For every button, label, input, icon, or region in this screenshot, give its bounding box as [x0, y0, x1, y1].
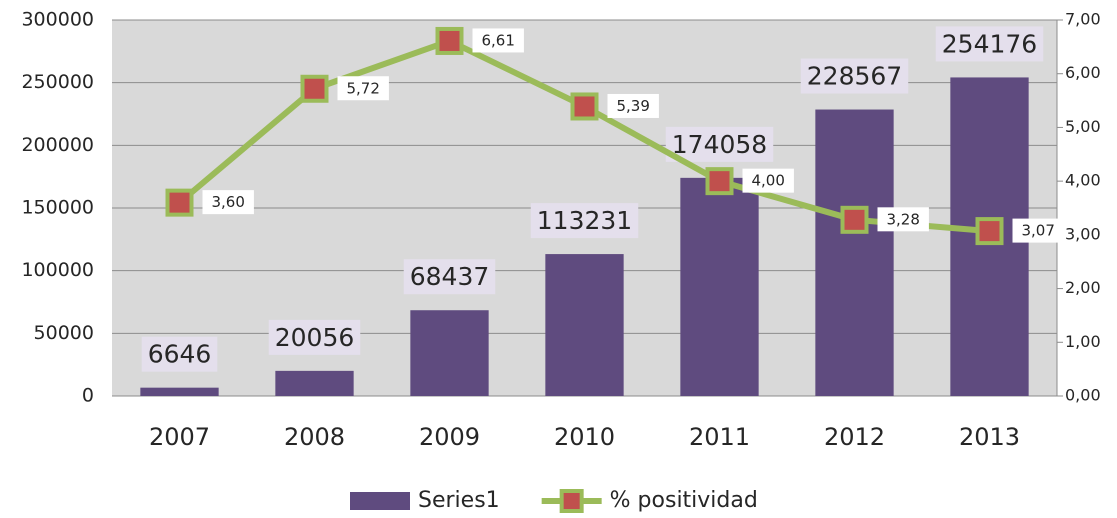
bar-value-label: 20056	[275, 323, 355, 352]
y-tick-label: 100000	[21, 259, 94, 281]
legend-label: % positividad	[610, 488, 758, 513]
bar	[140, 387, 219, 396]
bar	[545, 254, 624, 396]
y-tick-label: 50000	[34, 322, 94, 344]
x-tick-label: 2009	[419, 423, 480, 451]
line-marker	[165, 188, 194, 217]
x-tick-label: 2012	[824, 423, 885, 451]
x-tick-label: 2008	[284, 423, 345, 451]
line-marker	[705, 167, 734, 196]
line-value-label: 5,39	[617, 97, 650, 115]
bar-label-bg	[530, 203, 639, 239]
line-marker	[570, 92, 599, 121]
line-marker	[300, 74, 329, 103]
bar-value-label: 174058	[672, 130, 767, 159]
bar-label-bg	[800, 58, 909, 94]
x-tick-label: 2013	[959, 423, 1020, 451]
bar	[275, 370, 354, 396]
line-value-label: 6,61	[482, 31, 515, 49]
y2-tick-label: 3,00	[1065, 224, 1101, 243]
line-label-bg	[742, 168, 794, 193]
y-tick-label: 0	[82, 385, 94, 407]
y-tick-label: 200000	[21, 134, 94, 156]
bar-label-bg	[935, 26, 1044, 62]
line-label-bg	[337, 76, 389, 101]
y2-tick-label: 1,00	[1065, 332, 1101, 351]
y2-tick-label: 4,00	[1065, 171, 1101, 190]
legend-marker	[559, 489, 584, 513]
line-label-bg	[202, 190, 254, 215]
bar-label-bg	[268, 319, 361, 355]
y2-tick-label: 7,00	[1065, 10, 1101, 29]
line-value-label: 3,28	[887, 210, 920, 228]
bar-value-label: 228567	[807, 62, 902, 91]
line-value-label: 3,07	[1022, 222, 1055, 240]
x-tick-label: 2010	[554, 423, 615, 451]
bar	[410, 310, 489, 396]
bar-value-label: 254176	[942, 29, 1037, 58]
y2-tick-label: 0,00	[1065, 386, 1101, 405]
bar-value-label: 6646	[148, 340, 212, 369]
y2-tick-label: 2,00	[1065, 278, 1101, 297]
bar	[680, 177, 759, 396]
legend-label: Series1	[418, 488, 500, 513]
line-value-label: 3,60	[212, 193, 245, 211]
legend-swatch	[350, 492, 410, 510]
line-label-bg	[877, 207, 929, 232]
line-marker	[975, 217, 1004, 246]
x-tick-label: 2011	[689, 423, 750, 451]
line-label-bg	[1012, 218, 1064, 243]
bar-value-label: 68437	[410, 262, 490, 291]
line-label-bg	[607, 93, 659, 118]
y2-tick-label: 5,00	[1065, 117, 1101, 136]
bar-label-bg	[141, 336, 218, 372]
bar	[815, 109, 894, 396]
bar-label-bg	[403, 259, 496, 295]
bar-label-bg	[665, 126, 774, 162]
y2-tick-label: 6,00	[1065, 63, 1101, 82]
line-marker	[435, 26, 464, 55]
line-value-label: 5,72	[347, 79, 380, 97]
line-value-label: 4,00	[752, 172, 785, 190]
y-tick-label: 300000	[21, 9, 94, 31]
line-marker	[840, 205, 869, 234]
bar-value-label: 113231	[537, 206, 632, 235]
y-tick-label: 250000	[21, 71, 94, 93]
line-label-bg	[472, 28, 524, 53]
x-tick-label: 2007	[149, 423, 210, 451]
y-tick-label: 150000	[21, 197, 94, 219]
